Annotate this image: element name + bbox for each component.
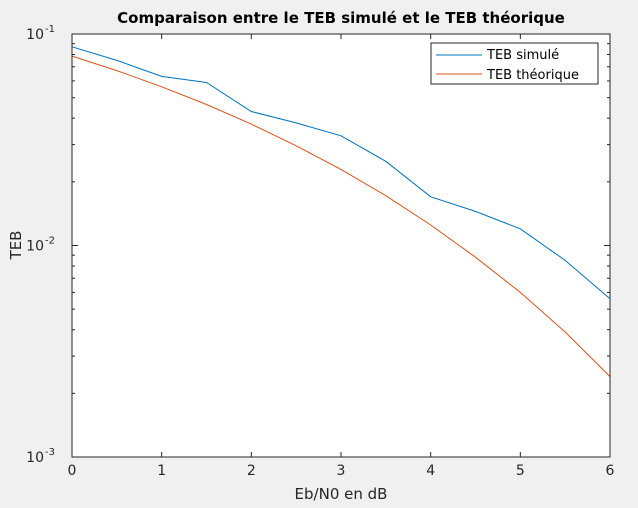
data-point: [116, 60, 117, 61]
plot-frame: [71, 33, 611, 458]
data-point: [565, 332, 566, 333]
x-tick-labels: 0 1 2 3 4 5 6: [68, 463, 615, 479]
x-tick-label: 6: [606, 463, 615, 479]
y-tick-label: 10 -2: [26, 236, 55, 255]
legend: TEB simulé TEB théorique: [430, 42, 599, 85]
data-point: [341, 135, 342, 136]
chart-title: Comparaison entre le TEB simulé et le TE…: [117, 9, 565, 27]
y-tick-label-base: 10: [26, 27, 44, 43]
x-tick-label: 1: [157, 463, 166, 479]
data-point: [430, 225, 431, 226]
data-point: [251, 124, 252, 125]
data-point: [430, 196, 431, 197]
x-tick-label: 0: [68, 463, 77, 479]
data-point: [296, 145, 297, 146]
legend-label-teb-simule: TEB simulé: [486, 48, 559, 63]
data-point: [296, 122, 297, 123]
y-tick-label: 10 -3: [26, 447, 55, 466]
data-point: [116, 70, 117, 71]
y-axis-label: TEB: [7, 231, 25, 261]
data-point: [385, 195, 386, 196]
y-tick-labels: 10-310-210-1: [26, 24, 55, 466]
data-point: [251, 111, 252, 112]
y-tick-label-base: 10: [26, 450, 44, 466]
legend-label-teb-theorique: TEB théorique: [486, 68, 579, 83]
x-tick-label: 3: [337, 463, 346, 479]
y-tick-label: 10 -1: [26, 24, 55, 43]
data-point: [161, 76, 162, 77]
series-layer: [71, 46, 611, 377]
data-point: [161, 86, 162, 87]
y-tick-label-exponent: -3: [45, 447, 55, 458]
x-tick-label: 4: [426, 463, 435, 479]
series-line-0: [71, 46, 611, 300]
x-tick-label: 5: [516, 463, 525, 479]
y-tick-label-exponent: -2: [45, 236, 55, 247]
y-tick-label-exponent: -1: [45, 24, 55, 35]
series-line-1: [71, 55, 611, 377]
data-point: [520, 292, 521, 293]
data-point: [341, 169, 342, 170]
legend-box: [430, 42, 599, 85]
data-point: [475, 257, 476, 258]
data-point: [565, 260, 566, 261]
data-point: [206, 104, 207, 105]
data-point: [206, 82, 207, 83]
y-tick-label-base: 10: [26, 239, 44, 255]
data-point: [385, 161, 386, 162]
data-point: [475, 211, 476, 212]
x-tick-label: 2: [247, 463, 256, 479]
plot-area: [72, 34, 610, 457]
data-point: [520, 228, 521, 229]
x-axis-label: Eb/N0 en dB: [295, 485, 388, 503]
